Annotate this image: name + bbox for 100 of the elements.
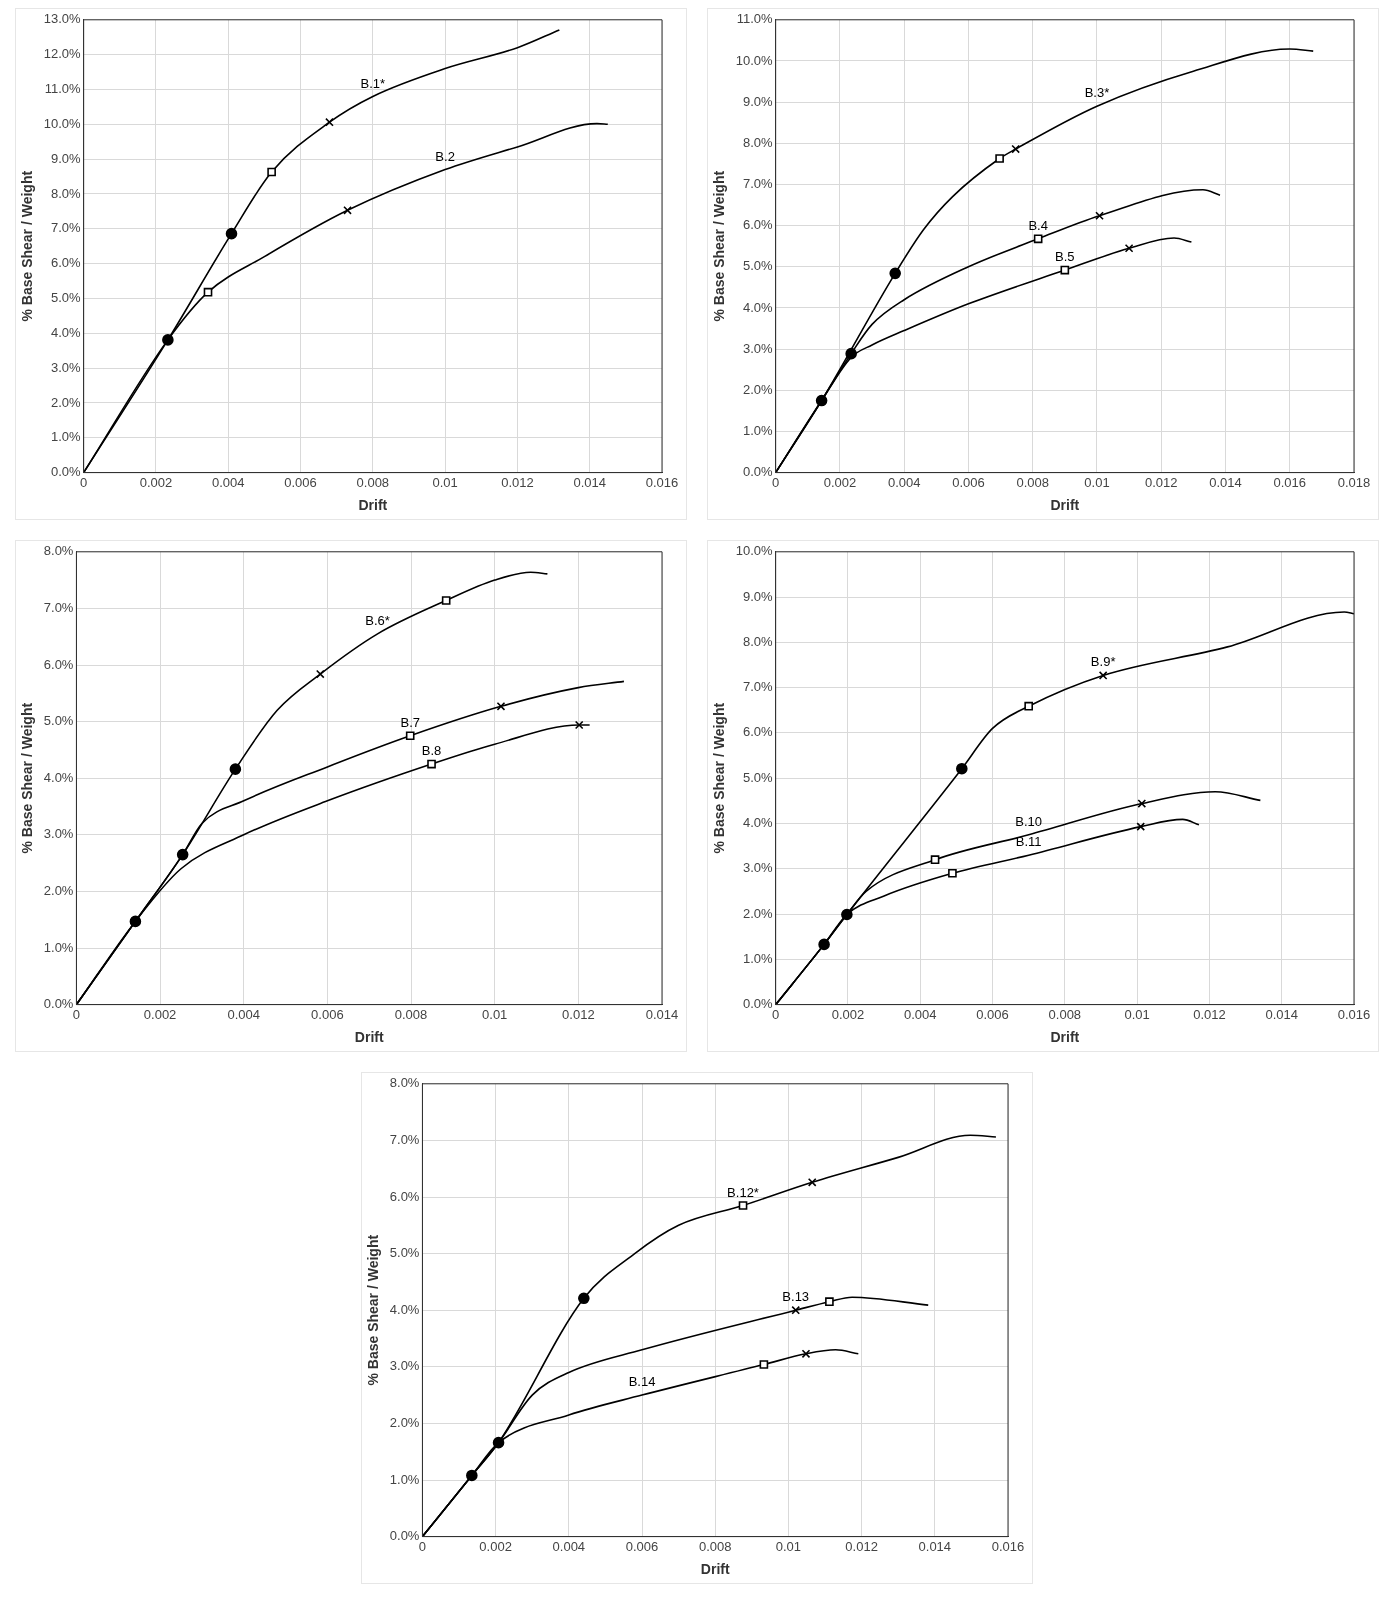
x-tick-label: 0.004	[226, 1006, 260, 1022]
y-tick-label: 10.0%	[735, 543, 773, 559]
y-tick-label: 3.0%	[742, 860, 773, 876]
x-tick-label: 0.008	[356, 474, 389, 490]
series-label: B.4	[1027, 217, 1048, 233]
y-tick-label: 6.0%	[742, 217, 773, 233]
x-tick-label: 0.002	[478, 1538, 512, 1554]
y-tick-label: 4.0%	[389, 1301, 420, 1317]
y-tick-label: 10.0%	[735, 52, 773, 68]
x-tick-label: 0.012	[1144, 474, 1177, 490]
y-tick-label: 9.0%	[50, 150, 81, 166]
y-tick-label: 3.0%	[43, 826, 74, 842]
y-tick-label: 1.0%	[389, 1471, 420, 1487]
y-tick-label: 13.0%	[43, 11, 81, 27]
x-tick-label: 0.016	[991, 1538, 1024, 1554]
x-axis-title: Drift	[1049, 1029, 1080, 1046]
x-tick-label: 0.016	[645, 474, 678, 490]
series-label: B.11	[1015, 834, 1042, 850]
x-tick-label: 0.004	[552, 1538, 585, 1554]
y-tick-label: 11.0%	[736, 11, 773, 27]
y-tick-label: 0.0%	[742, 996, 773, 1012]
y-axis-title: % Base Shear / Weight	[710, 170, 727, 322]
y-axis-title: % Base Shear / Weight	[18, 170, 35, 322]
x-axis-title: Drift	[354, 1029, 384, 1046]
series-label: B.2	[434, 148, 455, 164]
x-tick-label: 0.014	[918, 1538, 951, 1554]
x-tick-label: 0.01	[431, 474, 458, 490]
x-tick-label: 0.01	[1083, 474, 1110, 490]
y-tick-label: 12.0%	[43, 46, 81, 62]
y-tick-label: 3.0%	[742, 340, 773, 356]
y-tick-label: 9.0%	[742, 588, 773, 604]
y-axis-title: % Base Shear / Weight	[710, 702, 727, 854]
x-tick-label: 0.008	[698, 1538, 731, 1554]
y-axis-title: % Base Shear / Weight	[364, 1234, 381, 1386]
y-tick-label: 8.0%	[389, 1075, 420, 1091]
x-tick-label: 0.018	[1337, 474, 1370, 490]
x-tick-label: 0	[418, 1538, 426, 1554]
y-tick-label: 7.0%	[742, 176, 773, 192]
series-label: B.5	[1054, 249, 1075, 265]
x-tick-label: 0.01	[481, 1006, 507, 1022]
x-tick-label: 0.01	[775, 1538, 801, 1554]
y-tick-label: 1.0%	[742, 423, 773, 439]
x-tick-label: 0.01	[1123, 1006, 1150, 1022]
x-tick-label: 0.004	[903, 1006, 937, 1022]
y-tick-label: 2.0%	[389, 1414, 420, 1430]
y-tick-label: 5.0%	[389, 1245, 420, 1261]
y-tick-label: 8.0%	[742, 134, 773, 150]
y-tick-label: 5.0%	[43, 713, 74, 729]
y-tick-label: 2.0%	[43, 882, 74, 898]
series-label: B.13	[781, 1289, 809, 1305]
y-tick-label: 9.0%	[742, 93, 773, 109]
y-tick-label: 4.0%	[50, 324, 81, 340]
x-tick-label: 0.002	[823, 474, 856, 490]
y-tick-label: 4.0%	[742, 815, 773, 831]
x-tick-label: 0.006	[951, 474, 985, 490]
x-axis-title: Drift	[1049, 497, 1080, 514]
y-tick-label: 1.0%	[43, 939, 74, 955]
x-tick-label: 0.006	[310, 1006, 344, 1022]
y-tick-label: 7.0%	[389, 1131, 420, 1147]
x-tick-label: 0.008	[394, 1006, 427, 1022]
x-tick-label: 0.006	[975, 1006, 1009, 1022]
x-tick-label: 0.012	[500, 474, 534, 490]
x-tick-label: 0.002	[143, 1006, 176, 1022]
x-tick-label: 0.012	[561, 1006, 595, 1022]
x-tick-label: 0.006	[625, 1538, 658, 1554]
series-label: B.8	[421, 743, 441, 759]
x-tick-label: 0.014	[1264, 1006, 1298, 1022]
y-tick-label: 2.0%	[50, 394, 81, 410]
y-tick-label: 6.0%	[389, 1188, 420, 1204]
x-tick-label: 0	[771, 1006, 779, 1022]
x-tick-label: 0.014	[1208, 474, 1242, 490]
x-tick-label: 0.004	[211, 474, 245, 490]
y-axis-title: % Base Shear / Weight	[18, 702, 35, 854]
x-tick-label: 0.002	[831, 1006, 864, 1022]
y-tick-label: 3.0%	[50, 359, 81, 375]
x-tick-label: 0.008	[1048, 1006, 1081, 1022]
y-tick-label: 5.0%	[50, 290, 81, 306]
series-label: B.3*	[1084, 85, 1109, 101]
y-tick-label: 1.0%	[742, 950, 773, 966]
series-label: B.6*	[364, 612, 390, 628]
y-tick-label: 8.0%	[50, 185, 81, 201]
series-label: B.1*	[360, 75, 385, 91]
y-tick-label: 0.0%	[389, 1528, 420, 1544]
series-label: B.9*	[1090, 654, 1115, 670]
y-tick-label: 6.0%	[50, 255, 81, 271]
y-tick-label: 2.0%	[742, 381, 773, 397]
x-tick-label: 0.014	[645, 1006, 678, 1022]
x-tick-label: 0.002	[139, 474, 172, 490]
y-tick-label: 6.0%	[742, 724, 773, 740]
x-tick-label: 0.016	[1272, 474, 1306, 490]
y-tick-label: 8.0%	[43, 543, 74, 559]
y-tick-label: 5.0%	[742, 769, 773, 785]
x-tick-label: 0	[771, 474, 779, 490]
y-tick-label: 0.0%	[50, 464, 81, 480]
x-axis-title: Drift	[357, 497, 388, 514]
series-label: B.10	[1014, 813, 1042, 829]
x-tick-label: 0.004	[887, 474, 920, 490]
series-label: B.12*	[726, 1184, 759, 1200]
y-tick-label: 3.0%	[389, 1358, 420, 1374]
x-tick-label: 0.006	[283, 474, 317, 490]
